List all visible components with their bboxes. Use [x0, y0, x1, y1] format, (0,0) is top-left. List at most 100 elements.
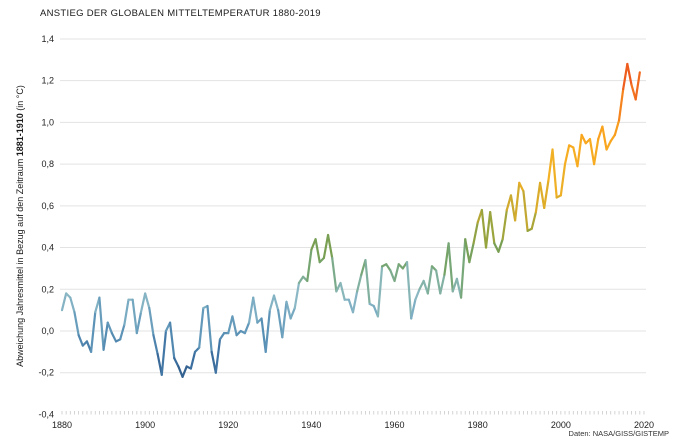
temperature-line-segment	[376, 265, 384, 318]
y-tick-label: 0,2	[41, 284, 54, 294]
temperature-line-segment	[464, 238, 471, 264]
temperature-line-segment	[206, 304, 213, 353]
temperature-line-segment	[322, 233, 330, 260]
x-tick-label: 2020	[634, 420, 654, 430]
temperature-line-segment	[119, 323, 126, 341]
temperature-line-segment	[106, 321, 113, 335]
temperature-line-segment	[509, 194, 517, 222]
temperature-line-segment	[626, 62, 633, 86]
y-tick-label: 1,4	[41, 34, 54, 44]
y-tick-labels: 1,4 1,2 1,0 0,8 0,6 0,4 0,2 0,0 -0,2 -0,4	[38, 34, 54, 419]
temperature-line-segment	[214, 338, 222, 374]
temperature-line-segment	[514, 181, 521, 222]
temperature-line-segment	[443, 242, 450, 276]
temperature-line-segment	[77, 334, 84, 347]
temperature-line-segment	[73, 311, 80, 337]
temperature-line-segment	[139, 292, 147, 314]
temperature-line-segment	[252, 296, 259, 324]
temperature-line-segment	[135, 311, 143, 335]
temperature-line-segment	[497, 238, 504, 253]
temperature-line-segment	[605, 140, 612, 151]
data-source-note: Daten: NASA/GISS/GISTEMP	[568, 429, 669, 438]
temperature-line-segment	[297, 275, 305, 285]
temperature-line-segment	[144, 292, 151, 310]
temperature-line-segment	[609, 133, 616, 143]
x-tick-label: 1900	[135, 420, 155, 430]
gridlines	[60, 38, 646, 374]
temperature-line-segment	[459, 238, 467, 299]
temperature-line-segment	[331, 256, 338, 293]
temperature-line-segment	[198, 306, 205, 349]
temperature-line-segment	[472, 221, 479, 245]
temperature-line-segment	[247, 296, 255, 324]
temperature-line-segment	[543, 179, 550, 210]
temperature-line-segment	[268, 294, 276, 312]
temperature-line-segment	[405, 261, 413, 320]
temperature-line-segment	[588, 137, 596, 166]
temperature-line-segment	[231, 315, 238, 337]
temperature-line-segment	[148, 306, 155, 337]
temperature-line-segment	[277, 309, 284, 339]
temperature-line-segment	[468, 242, 475, 264]
temperature-line-segment	[538, 181, 546, 210]
temperature-line-segment	[385, 263, 392, 272]
temperature-line-segment	[98, 296, 105, 351]
temperature-line-segment	[306, 248, 313, 283]
temperature-line-segment	[601, 125, 608, 151]
temperature-line-segment	[260, 317, 267, 353]
y-tick-label: -0,2	[38, 368, 54, 378]
temperature-line-segment	[351, 290, 359, 314]
temperature-line	[60, 62, 641, 378]
temperature-line-segment	[393, 263, 400, 283]
temperature-line-segment	[613, 119, 621, 137]
y-tick-label: 1,2	[41, 76, 54, 86]
y-tick-label: -0,4	[38, 409, 54, 419]
temperature-line-segment	[69, 296, 76, 314]
chart-title: ANSTIEG DER GLOBALEN MITTELTEMPERATUR 18…	[40, 8, 321, 19]
temperature-line-segment	[102, 321, 109, 351]
temperature-line-segment	[559, 163, 567, 197]
temperature-line-segment	[243, 321, 251, 335]
temperature-line-segment	[90, 311, 97, 353]
x-tick-label: 1960	[385, 420, 405, 430]
temperature-line-segment	[189, 350, 197, 370]
temperature-line-segment	[414, 288, 421, 301]
temperature-line-segment	[634, 71, 641, 101]
y-tick-label: 0,0	[41, 326, 54, 336]
temperature-line-segment	[177, 365, 184, 378]
temperature-line-segment	[168, 321, 176, 360]
temperature-line-segment	[530, 211, 537, 230]
temperature-line-segment	[152, 334, 159, 356]
temperature-line-segment	[326, 233, 334, 260]
temperature-line-segment	[264, 309, 271, 353]
temperature-line-segment	[547, 148, 554, 182]
temperature-line-segment	[518, 181, 525, 193]
temperature-line-segment	[160, 329, 168, 376]
temperature-line-segment	[218, 331, 226, 341]
temperature-line-segment	[617, 87, 625, 122]
x-tick-label: 1980	[468, 420, 488, 430]
x-tick-label: 2000	[551, 420, 571, 430]
temperature-line-segment	[60, 292, 68, 312]
temperature-line-segment	[410, 298, 417, 320]
temperature-line-segment	[356, 273, 363, 293]
temperature-line-segment	[227, 315, 234, 335]
x-tick-label: 1880	[52, 420, 72, 430]
temperature-line-segment	[426, 265, 434, 295]
temperature-line-segment	[364, 258, 371, 305]
y-tick-label: 0,4	[41, 243, 54, 253]
temperature-line-segment	[522, 190, 529, 232]
temperature-line-segment	[210, 350, 217, 374]
temperature-line-segment	[173, 357, 180, 368]
y-tick-label: 1,0	[41, 117, 54, 127]
temperature-line-segment	[439, 273, 446, 295]
temperature-line-segment	[289, 306, 296, 320]
temperature-line-segment	[435, 269, 442, 295]
temperature-line-segment	[489, 211, 496, 245]
temperature-line-segment	[181, 365, 188, 378]
temperature-line-segment	[534, 181, 542, 214]
temperature-line-segment	[576, 133, 583, 168]
x-tick-labels: 1880 1900 1920 1940 1960 1980 2000 2020	[52, 420, 654, 430]
temperature-line-segment	[314, 238, 321, 264]
temperature-line-segment	[451, 277, 459, 293]
